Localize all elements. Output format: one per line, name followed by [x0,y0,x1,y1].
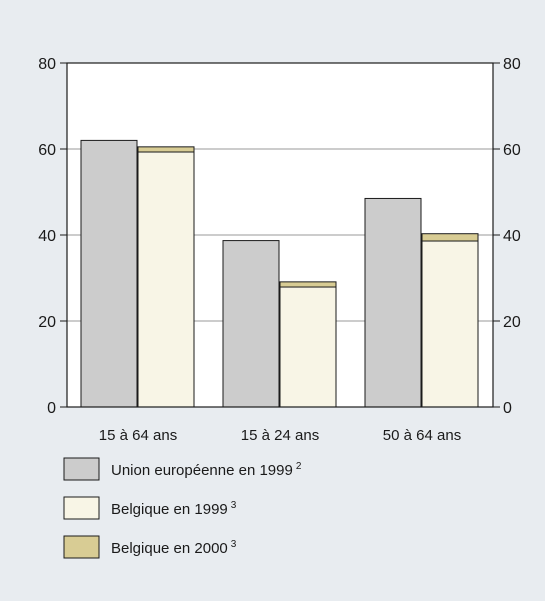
legend-label: Union européenne en 1999 2 [111,461,302,479]
bar-eu-1999 [364,197,422,408]
x-tick-label: 50 à 64 ans [383,427,461,444]
y-tick-label-left: 40 [38,228,56,245]
y-tick-label-right: 0 [503,400,512,417]
bar-belgique-1999 [279,286,337,408]
x-tick-label: 15 à 24 ans [241,427,319,444]
y-tick-label-right: 80 [503,56,521,73]
legend-swatch [63,457,100,481]
y-tick-label-left: 20 [38,314,56,331]
x-tick-label: 15 à 64 ans [99,427,177,444]
bar-eu-1999 [222,240,280,408]
y-tick-label-right: 20 [503,314,521,331]
y-tick-label-right: 60 [503,142,521,159]
legend-footnote-mark: 3 [231,500,237,511]
y-tick-label-left: 0 [47,400,56,417]
legend-series-name: Belgique en 2000 [111,540,228,557]
legend-label: Belgique en 2000 3 [111,539,237,557]
bar-eu-1999 [80,139,138,408]
y-tick-label-left: 60 [38,142,56,159]
y-tick-label-left: 80 [38,56,56,73]
legend-series-name: Union européenne en 1999 [111,462,293,479]
y-tick-label-right: 40 [503,228,521,245]
bar-belgique-1999 [421,240,479,408]
legend-swatch [63,496,100,520]
legend-label: Belgique en 1999 3 [111,500,237,518]
bar-belgique-1999 [137,151,195,408]
legend-swatch [63,535,100,559]
legend-footnote-mark: 2 [296,461,302,472]
legend-footnote-mark: 3 [231,539,237,550]
legend-series-name: Belgique en 1999 [111,501,228,518]
